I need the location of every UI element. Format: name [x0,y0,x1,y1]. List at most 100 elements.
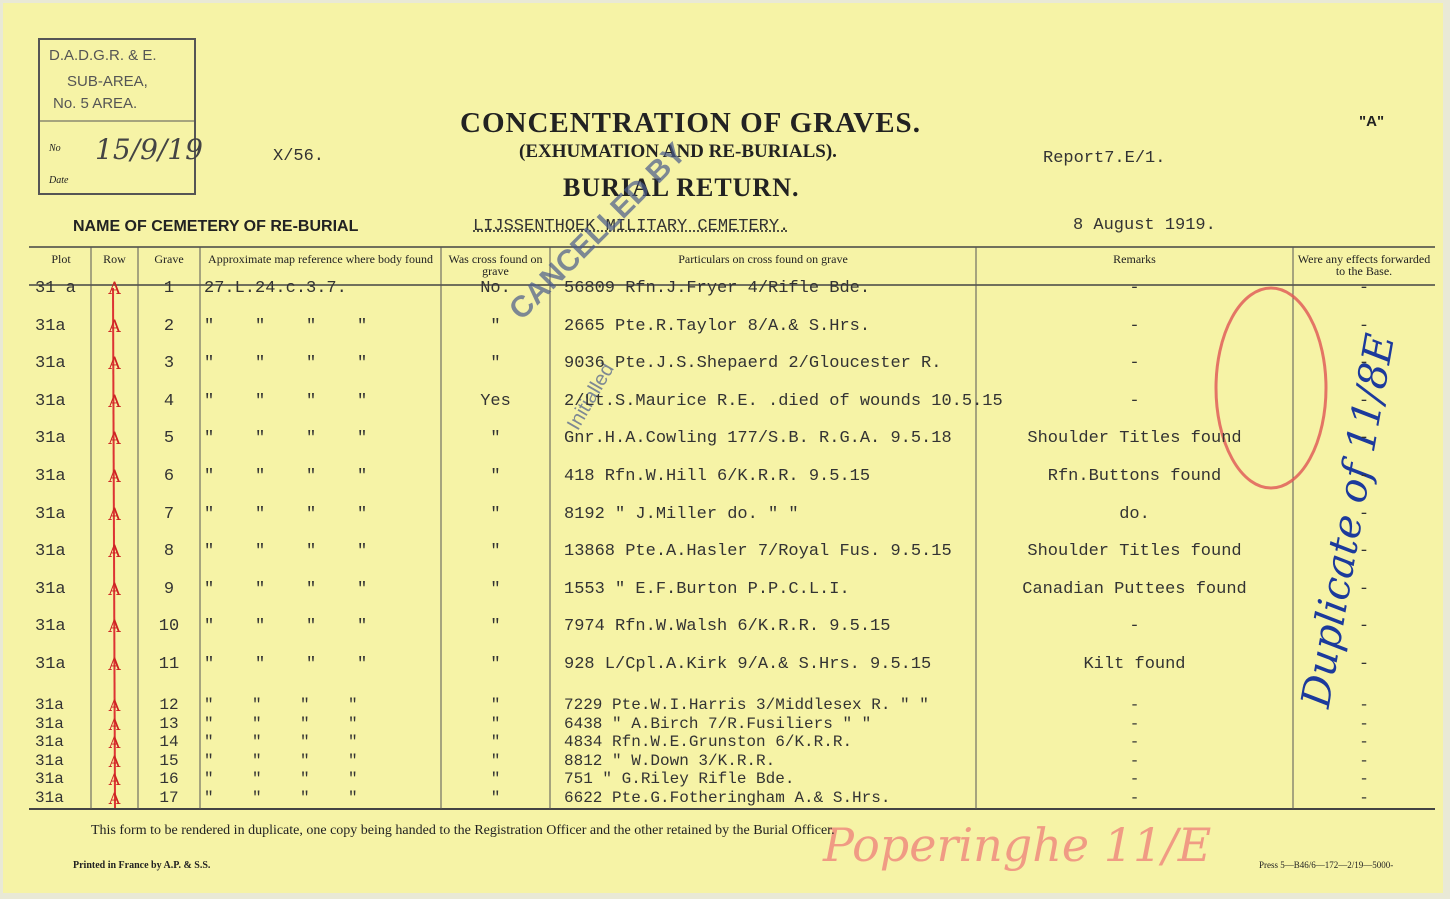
stamp-line: SUB-AREA, [67,73,148,90]
table-cell: 1 [142,279,196,298]
table-cell: Canadian Puttees found [980,580,1289,599]
table-cell: " [445,617,546,636]
table-cell: " " " " [204,696,437,714]
table-cell: 13868 Pte.A.Hasler 7/Royal Fus. 9.5.15 [564,542,982,561]
table-cell: A [95,789,134,808]
column-header: Approximate map reference where body fou… [202,253,439,265]
table-cell: " [445,789,546,807]
table-cell: 4 [142,392,196,411]
table-cell: 31a [35,770,87,788]
column-header: Grave [140,253,198,265]
table-cell: " " " " [204,354,437,373]
footer-note: Poperinghe 11/E [823,818,1211,872]
table-cell: " [445,354,546,373]
table-cell: - [1297,392,1431,411]
table-cell: " " " " [204,467,437,486]
table-cell: A [95,354,134,374]
table-cell: - [1297,354,1431,373]
table-cell: 31a [35,617,87,636]
table-cell: 9036 Pte.J.S.Shepaerd 2/Gloucester R. [564,354,982,373]
file-ref: X/56. [273,147,324,166]
table-cell: A [95,467,134,487]
table-cell: 31a [35,655,87,674]
table-cell: 8812 " W.Down 3/K.R.R. [564,752,982,770]
table-cell: - [1297,467,1431,486]
table-cell: - [1297,580,1431,599]
table-cell: " [445,752,546,770]
table-cell: 7229 Pte.W.I.Harris 3/Middlesex R. " " [564,696,982,714]
table-cell: - [980,696,1289,714]
table-cell: - [1297,770,1431,788]
table-cell: Yes [445,392,546,411]
table-cell: 31a [35,392,87,411]
table-cell: 16 [142,770,196,788]
table-cell: - [980,617,1289,636]
table-cell: - [1297,542,1431,561]
table-cell: " " " " [204,542,437,561]
table-cell: A [95,279,134,299]
table-cell: 31a [35,467,87,486]
table-cell: " " " " [204,770,437,788]
title: CONCENTRATION OF GRAVES. [460,107,921,140]
table-cell: 31a [35,789,87,807]
table-cell: 31a [35,354,87,373]
table-cell: 14 [142,733,196,751]
table-cell: 6622 Pte.G.Fotheringham A.& S.Hrs. [564,789,982,807]
table-cell: " [445,317,546,336]
report-ref: Report7.E/1. [1043,149,1165,168]
table-cell: 10 [142,617,196,636]
table-cell: 17 [142,789,196,807]
table-cell: A [95,752,134,771]
table-cell: 2/Lt.S.Maurice R.E. .died of wounds 10.5… [564,392,982,411]
table-cell: 11 [142,655,196,674]
table-cell: - [980,354,1289,373]
table-cell: " [445,580,546,599]
table-cell: " " " " [204,655,437,674]
table-cell: 31 a [35,279,87,298]
handwritten-date: 15/9/19 [95,133,203,166]
table-cell: - [1297,429,1431,448]
table-cell: A [95,392,134,412]
table-cell: 56809 Rfn.J.Fryer 4/Rifle Bde. [564,279,982,298]
table-cell: 418 Rfn.W.Hill 6/K.R.R. 9.5.15 [564,467,982,486]
table-cell: " [445,696,546,714]
table-cell: - [980,789,1289,807]
table-cell: A [95,580,134,600]
press-ref: Press 5—B46/6—172—2/19—5000- [1259,860,1393,870]
table-cell: 9 [142,580,196,599]
table-cell: 31a [35,752,87,770]
table-cell: 13 [142,715,196,733]
table-cell: " " " " [204,580,437,599]
form-title: BURIAL RETURN. [563,173,800,203]
table-cell: " " " " [204,429,437,448]
table-cell: do. [980,505,1289,524]
table-cell: 31a [35,580,87,599]
table-cell: A [95,655,134,675]
stamp-label: Date [49,175,68,186]
table-cell: - [980,733,1289,751]
table-cell: - [1297,789,1431,807]
cemetery-label: NAME OF CEMETERY OF RE-BURIAL [73,218,358,236]
table-cell: A [95,542,134,562]
table-cell: 31a [35,542,87,561]
table-cell: A [95,429,134,449]
table-cell: 6438 " A.Birch 7/R.Fusiliers " " [564,715,982,733]
column-header: Was cross found on grave [443,253,548,277]
table-cell: " [445,505,546,524]
table-cell: " [445,467,546,486]
table-cell: 3 [142,354,196,373]
report-date: 8 August 1919. [1073,216,1216,235]
column-header: Particulars on cross found on grave [552,253,974,265]
table-cell: A [95,505,134,525]
table-cell: " [445,655,546,674]
table-cell: " [445,542,546,561]
table-cell: 6 [142,467,196,486]
column-header: Row [93,253,136,265]
table-cell: " [445,715,546,733]
table-cell: 31a [35,696,87,714]
table-cell: " [445,429,546,448]
table-cell: - [1297,617,1431,636]
column-header: Were any effects forwarded to the Base. [1295,253,1433,277]
table-cell: " " " " [204,789,437,807]
table-cell: - [1297,752,1431,770]
